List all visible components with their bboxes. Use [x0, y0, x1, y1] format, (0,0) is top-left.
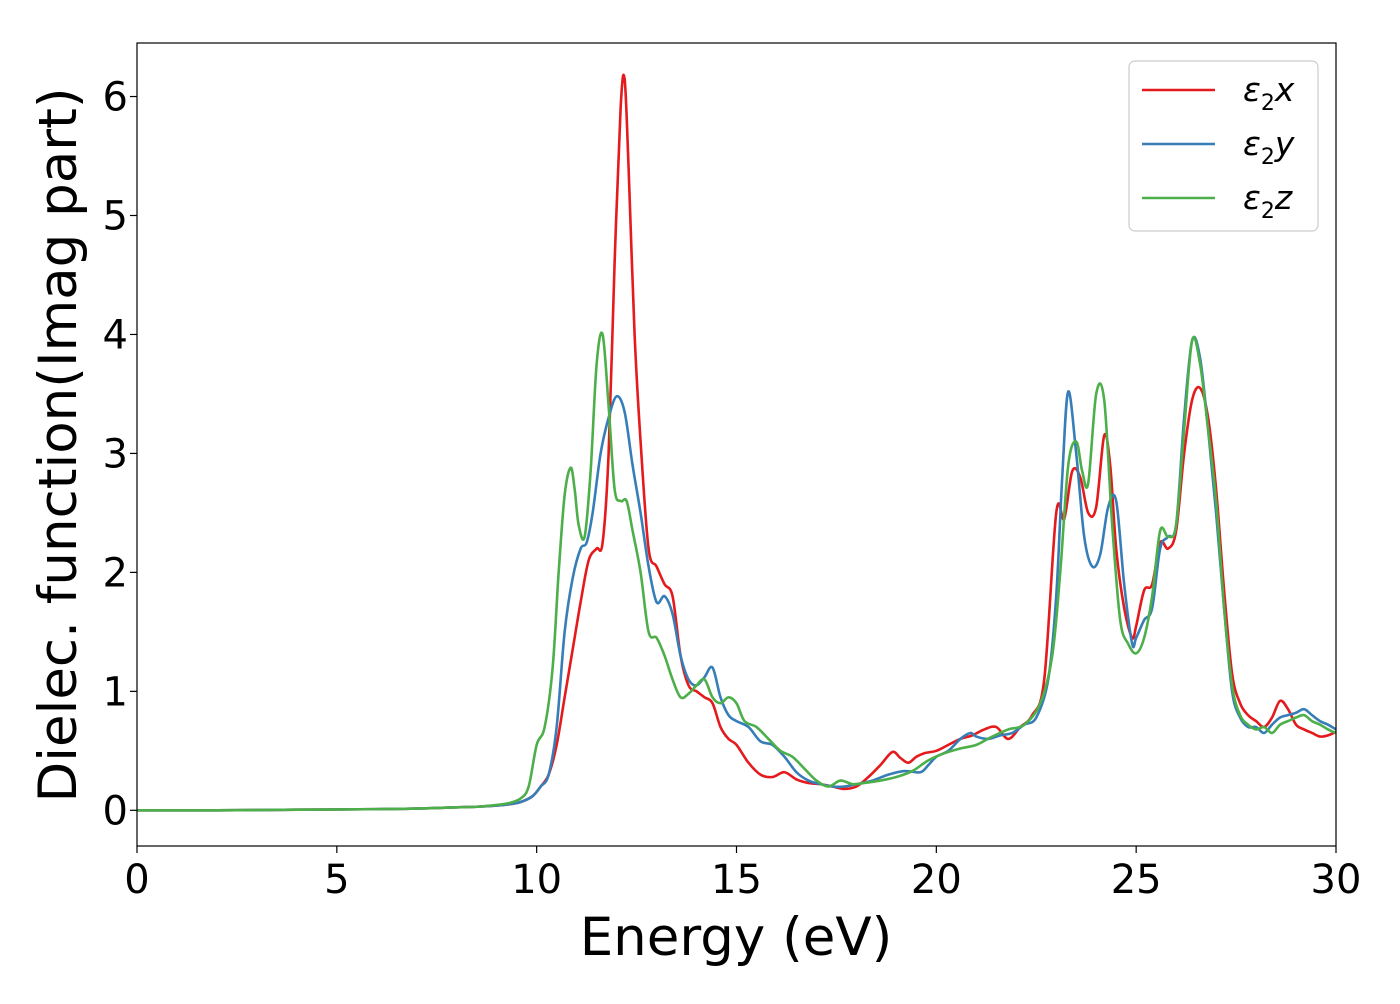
- series-layer: [137, 73, 1336, 812]
- y-tick-label: 1: [103, 669, 128, 715]
- x-tick-label: 0: [124, 857, 149, 903]
- legend-label: ε2x: [1243, 70, 1295, 116]
- y-axis: 0 1 2 3 4 5 6: [103, 75, 137, 834]
- y-tick-label: 4: [103, 312, 128, 358]
- y-tick-label: 5: [103, 193, 128, 239]
- y-tick-label: 0: [103, 788, 128, 834]
- y-tick-label: 3: [103, 431, 128, 477]
- x-tick-label: 15: [711, 857, 762, 903]
- series-line-e2x: [137, 73, 1336, 812]
- x-tick-label: 20: [911, 857, 962, 903]
- legend-label: ε2z: [1243, 178, 1293, 224]
- series-line-e2z: [137, 331, 1336, 812]
- x-tick-label: 25: [1111, 857, 1162, 903]
- y-tick-label: 2: [103, 550, 128, 596]
- legend-symbol: ε: [1243, 124, 1261, 163]
- y-axis-title: Dielec. function(Imag part): [28, 87, 89, 802]
- x-axis-title: Energy (eV): [580, 907, 893, 968]
- legend-box: [1128, 60, 1319, 232]
- y-tick-label: 6: [103, 75, 128, 121]
- legend-subscript: 2: [1261, 91, 1275, 116]
- x-tick-label: 30: [1311, 857, 1362, 903]
- legend-symbol: ε: [1243, 70, 1261, 109]
- legend-variable: y: [1274, 124, 1295, 163]
- legend-variable: x: [1274, 70, 1295, 109]
- x-tick-label: 10: [511, 857, 562, 903]
- legend-subscript: 2: [1261, 145, 1275, 170]
- x-axis: 0 5 10 15 20 25 30: [124, 846, 1361, 903]
- legend-label: ε2y: [1243, 124, 1295, 170]
- x-tick-label: 5: [324, 857, 349, 903]
- legend-subscript: 2: [1261, 199, 1275, 224]
- legend-symbol: ε: [1243, 178, 1261, 217]
- legend-variable: z: [1274, 178, 1293, 217]
